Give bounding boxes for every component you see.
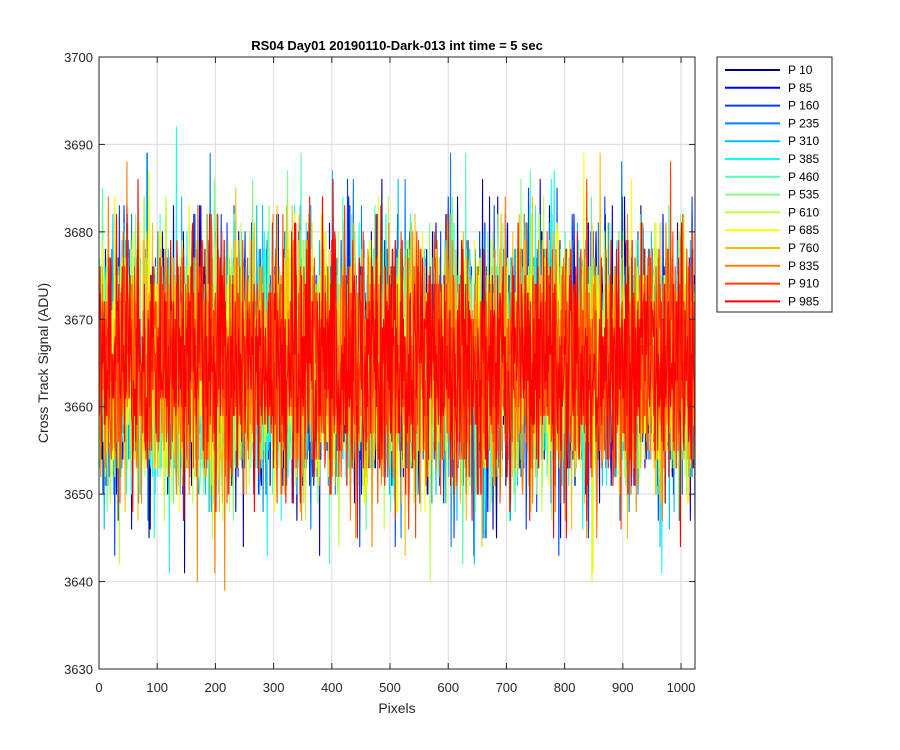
x-tick-label: 100 [146,680,168,695]
x-tick-label: 0 [95,680,102,695]
legend-label: P 985 [788,294,819,308]
y-tick-label: 3650 [64,487,93,502]
y-axis-label: Cross Track Signal (ADU) [35,283,51,443]
x-tick-label: 500 [379,680,401,695]
y-tick-label: 3680 [64,225,93,240]
x-tick-label: 300 [263,680,285,695]
chart-title: RS04 Day01 20190110-Dark-013 int time = … [251,38,543,53]
legend-label: P 385 [788,152,819,166]
legend: P 10 P 85 P 160 P 235 P 310 P 385 P 460 P 535 P … [716,56,833,313]
x-tick-label: 1000 [667,680,696,695]
x-tick-label: 200 [205,680,227,695]
x-tick-label: 600 [437,680,459,695]
plot-data [99,126,695,591]
y-axis: 3630 3640 3650 3660 3670 3680 3690 3700 [64,50,695,677]
x-tick-label: 400 [321,680,343,695]
legend-label: P 835 [788,259,819,273]
legend-label: P 610 [788,205,819,219]
legend-label: P 760 [788,241,819,255]
legend-label: P 235 [788,116,819,130]
legend-label: P 460 [788,170,819,184]
legend-label: P 10 [788,63,813,77]
x-tick-label: 800 [554,680,576,695]
series-line [99,178,695,548]
plot-frame [98,56,696,670]
legend-label: P 910 [788,277,819,291]
legend-label: P 85 [788,81,813,95]
legend-label: P 685 [788,223,819,237]
y-tick-label: 3660 [64,400,93,415]
x-tick-label: 700 [496,680,518,695]
x-axis-label: Pixels [378,700,415,716]
y-tick-label: 3690 [64,137,93,152]
x-tick-label: 900 [612,680,634,695]
x-axis: 0 100 200 300 400 500 600 700 800 900 1000 [95,57,695,695]
legend-box [716,56,833,313]
legend-label: P 160 [788,99,819,113]
y-tick-label: 3700 [64,50,93,65]
legend-label: P 310 [788,134,819,148]
y-tick-label: 3630 [64,662,93,677]
y-tick-label: 3670 [64,312,93,327]
y-tick-label: 3640 [64,575,93,590]
legend-label: P 535 [788,188,819,202]
